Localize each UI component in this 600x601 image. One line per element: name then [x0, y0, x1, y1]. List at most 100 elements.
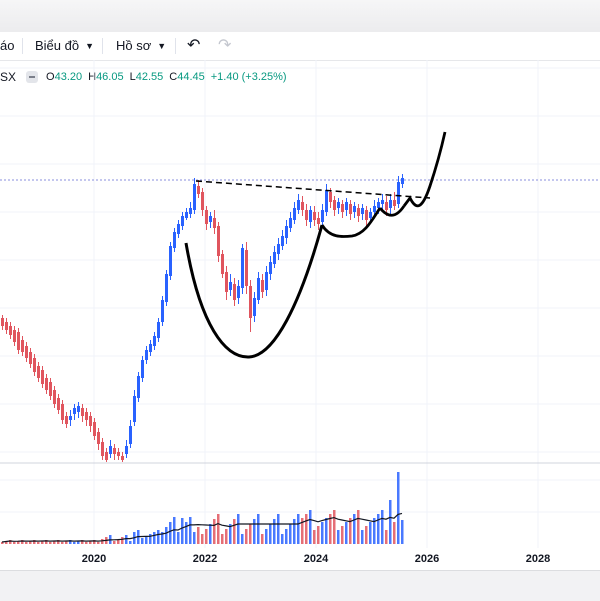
candle: [133, 390, 136, 426]
candle: [117, 448, 120, 460]
eye-icon[interactable]: [26, 71, 39, 83]
candle: [257, 272, 260, 304]
candle-body: [277, 244, 280, 254]
volume-bar: [337, 530, 340, 544]
candle: [289, 212, 292, 232]
candle: [301, 196, 304, 216]
volume-bar: [325, 518, 328, 544]
volume-bar: [201, 534, 204, 544]
volume-bar: [45, 540, 48, 544]
price-chart[interactable]: 2020 2022 2024 2026 2028: [0, 60, 600, 570]
candle: [305, 204, 308, 226]
candle-body: [1, 318, 4, 326]
candle-body: [229, 282, 232, 290]
volume-bar: [169, 522, 172, 544]
high-key: H: [88, 71, 97, 83]
volume-bar: [285, 529, 288, 544]
volume-bar: [257, 514, 260, 544]
symbol-label: SX: [0, 70, 17, 84]
candle-body: [73, 408, 76, 414]
candle-body: [141, 360, 144, 378]
candle-body: [285, 226, 288, 238]
candle: [121, 452, 124, 462]
candle-body: [401, 178, 404, 184]
candle: [53, 386, 56, 408]
toolbar-divider: [102, 38, 103, 54]
candle: [101, 438, 104, 460]
candle: [349, 200, 352, 220]
candle: [33, 354, 36, 376]
candle-body: [21, 340, 24, 352]
candle: [141, 356, 144, 382]
candle-body: [297, 200, 300, 210]
candle-body: [329, 192, 332, 202]
redo-icon[interactable]: ↷: [218, 37, 232, 54]
toolbar-item-cut[interactable]: áo: [0, 38, 14, 53]
candle-body: [45, 378, 48, 390]
volume-bar: [265, 529, 268, 544]
candle: [293, 202, 296, 224]
volume-bar: [125, 535, 128, 544]
volume-bar: [1, 542, 4, 544]
candle-body: [37, 366, 40, 378]
candle: [161, 296, 164, 326]
volume-bar: [57, 540, 60, 544]
candle: [153, 332, 156, 350]
candle: [285, 220, 288, 244]
candle: [177, 220, 180, 238]
candle-body: [53, 390, 56, 404]
candle-body: [109, 446, 112, 454]
candle-body: [385, 202, 388, 210]
candle-body: [65, 416, 68, 424]
candle-body: [321, 210, 324, 222]
x-tick-label: 2026: [415, 553, 439, 565]
candle-body: [253, 298, 256, 316]
candle-body: [193, 184, 196, 210]
breakout-projection: [402, 131, 447, 208]
candle-body: [97, 432, 100, 444]
candle-body: [201, 192, 204, 210]
change-value: +1.40 (+3.25%): [210, 71, 287, 83]
volume-bar: [345, 522, 348, 544]
candle: [317, 212, 320, 230]
x-tick-label: 2028: [526, 553, 550, 565]
candle: [269, 256, 272, 280]
volume-bar: [49, 542, 52, 544]
chart-menu-button[interactable]: Biểu đồ ▼: [35, 38, 94, 53]
candle: [109, 440, 112, 458]
candle-body: [85, 412, 88, 420]
candle: [281, 230, 284, 250]
candle: [401, 174, 404, 188]
candle: [333, 196, 336, 216]
candle-body: [213, 218, 216, 228]
window-title-bar: [0, 0, 600, 33]
volume-bar: [233, 519, 236, 544]
candle: [213, 210, 216, 234]
high-value: 46.05: [96, 71, 124, 83]
candle: [81, 404, 84, 422]
candle: [181, 212, 184, 230]
candle-body: [77, 406, 80, 412]
volume-bar: [333, 510, 336, 544]
candle: [309, 206, 312, 228]
volume-moving-average: [1, 512, 403, 543]
candle-body: [57, 398, 60, 410]
close-value: 44.45: [177, 71, 205, 83]
candle-body: [25, 346, 28, 358]
candle-body: [293, 208, 296, 220]
candle-body: [357, 208, 360, 216]
candle: [325, 184, 328, 216]
undo-icon[interactable]: ↶: [187, 37, 201, 54]
volume-bar: [193, 532, 196, 544]
volume-bar: [241, 534, 244, 544]
candle-body: [81, 408, 84, 416]
candle: [137, 372, 140, 402]
profile-menu-button[interactable]: Hồ sơ ▼: [116, 38, 166, 53]
handle-drawing-second: [378, 205, 406, 217]
volume-bar: [149, 534, 152, 544]
volume-bar: [81, 540, 84, 544]
bottom-panel: [0, 570, 600, 601]
chart-toolbar: áo Biểu đồ ▼ Hồ sơ ▼ ↶ ↷: [0, 32, 600, 61]
volume-bar: [373, 518, 376, 544]
volume-bar: [205, 529, 208, 544]
